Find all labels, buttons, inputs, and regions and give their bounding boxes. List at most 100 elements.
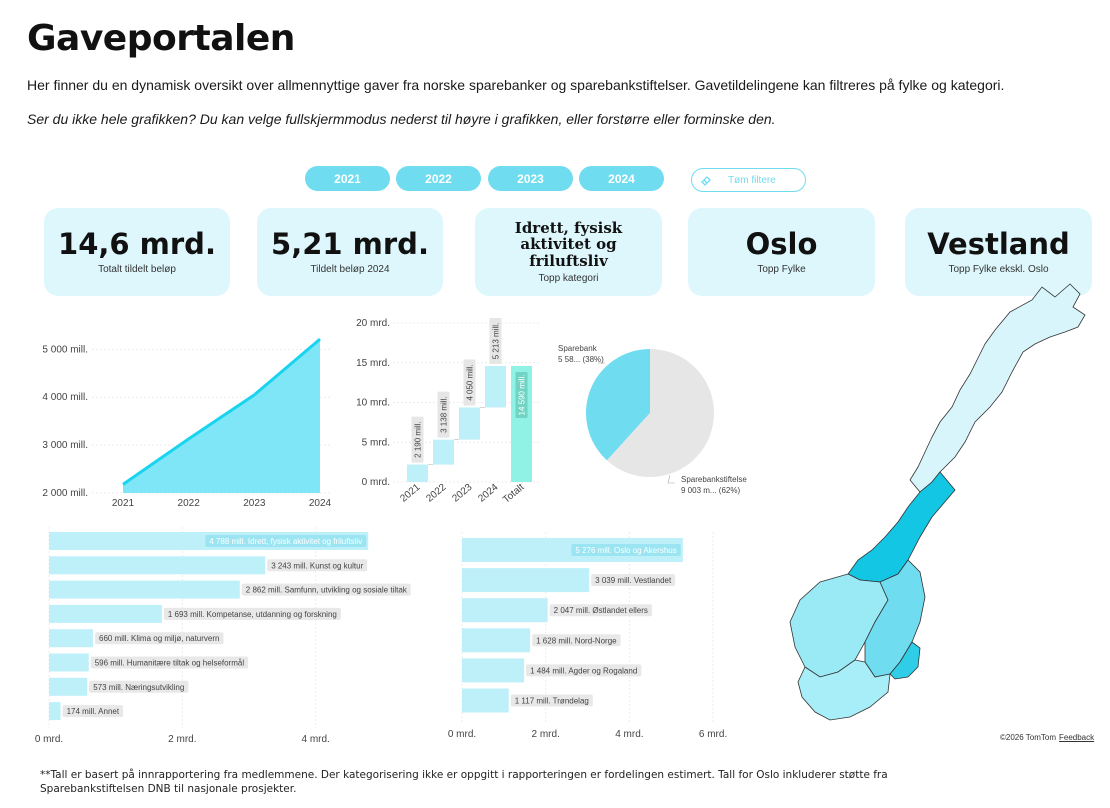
region-bar[interactable] xyxy=(462,598,548,623)
waterfall-y-tick: 10 mrd. xyxy=(356,398,390,409)
kpi-year-value: 5,21 mrd. xyxy=(271,227,429,262)
svg-text:2024: 2024 xyxy=(476,482,500,505)
svg-text:3 039 mill. Vestlandet: 3 039 mill. Vestlandet xyxy=(595,576,672,585)
category-bar-label: 660 mill. Klima og miljø, naturvern xyxy=(95,632,224,645)
svg-text:596 mill. Humanitære tiltak o: 596 mill. Humanitære tiltak og helseform… xyxy=(95,659,245,668)
area-x-tick: 2021 xyxy=(112,498,135,509)
svg-text:1 484 mill. Agder og Rogaland: 1 484 mill. Agder og Rogaland xyxy=(530,666,637,675)
map-feedback-link[interactable]: Feedback xyxy=(1059,733,1095,742)
waterfall-data-label: 14 590 mill. xyxy=(515,372,528,419)
waterfall-data-label: 2 190 mill. xyxy=(411,416,424,463)
region-x-tick: 4 mrd. xyxy=(615,729,643,740)
pie-leader xyxy=(667,474,675,484)
category-bar[interactable] xyxy=(49,580,240,599)
year-filter-2024[interactable]: 2024 xyxy=(579,166,664,191)
region-x-tick: 6 mrd. xyxy=(699,729,727,740)
svg-text:2 862 mill. Samfunn, utviklin: 2 862 mill. Samfunn, utvikling og sosial… xyxy=(246,586,408,595)
waterfall-data-label: 4 050 mill. xyxy=(463,359,476,406)
kpi-category-label: Topp kategori xyxy=(538,273,599,285)
category-bar-label: 4 788 mill. Idrett, fysisk aktivitet og … xyxy=(205,535,367,547)
map-region-oslo-akershus[interactable] xyxy=(889,641,921,680)
region-bar[interactable] xyxy=(462,688,509,713)
waterfall-bar[interactable] xyxy=(459,407,480,440)
map-region-nord-norge[interactable] xyxy=(909,283,1086,493)
svg-text:4 788 mill. Idrett, fysisk ak: 4 788 mill. Idrett, fysisk aktivitet og … xyxy=(209,537,362,546)
category-x-tick: 2 mrd. xyxy=(168,734,196,745)
kpi-total-value: 14,6 mrd. xyxy=(58,227,216,262)
svg-text:Totalt: Totalt xyxy=(501,482,527,506)
region-bar-chart[interactable]: 0 mrd. 2 mrd. 4 mrd. 6 mrd. 5 276 mill. Oslo… xyxy=(440,530,750,745)
waterfall-bar[interactable] xyxy=(407,464,428,482)
footnote: **Tall er basert på innrapportering fra … xyxy=(40,769,888,795)
svg-text:1 628 mill. Nord-Norge: 1 628 mill. Nord-Norge xyxy=(536,636,617,645)
svg-text:2 190 mill.: 2 190 mill. xyxy=(414,421,423,457)
category-bar-label: 3 243 mill. Kunst og kultur xyxy=(267,559,368,572)
category-bar[interactable] xyxy=(49,556,266,575)
region-x-tick: 0 mrd. xyxy=(448,729,476,740)
year-filter-2023[interactable]: 2023 xyxy=(488,166,573,191)
region-bar-label: 1 628 mill. Nord-Norge xyxy=(532,634,621,647)
pie-label-name: Sparebankstiftelse xyxy=(681,475,747,484)
category-bar[interactable] xyxy=(49,653,89,672)
yearly-area-chart[interactable]: 2 000 mill. 3 000 mill. 4 000 mill. 5 000 m… xyxy=(30,325,340,515)
map-region-agder-rogaland[interactable] xyxy=(797,659,891,721)
waterfall-chart[interactable]: 0 mrd. 5 mrd. 10 mrd. 15 mrd. 20 mrd. 2 190 m… xyxy=(345,312,545,512)
category-bar-label: 2 862 mill. Samfunn, utvikling og sosial… xyxy=(241,583,411,596)
year-filter-2022[interactable]: 2022 xyxy=(396,166,481,191)
map-copyright: ©2026 TomTom xyxy=(1000,733,1056,742)
svg-text:1 693 mill. Kompetanse, utdan: 1 693 mill. Kompetanse, utdanning og for… xyxy=(168,610,337,619)
category-bar[interactable] xyxy=(49,604,162,623)
waterfall-y-tick: 5 mrd. xyxy=(362,437,390,448)
area-x-tick: 2024 xyxy=(309,498,332,509)
svg-text:2023: 2023 xyxy=(450,482,474,505)
svg-text:4 050 mill.: 4 050 mill. xyxy=(466,364,475,400)
svg-text:573 mill. Næringsutvikling: 573 mill. Næringsutvikling xyxy=(93,683,184,692)
svg-text:2 047 mill. Østlandet ellers: 2 047 mill. Østlandet ellers xyxy=(554,606,648,615)
region-bar-label: 1 484 mill. Agder og Rogaland xyxy=(526,664,642,677)
svg-text:2021: 2021 xyxy=(398,482,422,505)
waterfall-x-tick: 2021 xyxy=(398,482,422,505)
svg-text:14 590 mill.: 14 590 mill. xyxy=(518,375,527,416)
source-pie-chart[interactable]: Sparebank 5 58... (38%) Sparebankstiftelse… xyxy=(545,335,775,500)
waterfall-bar[interactable] xyxy=(485,366,506,408)
pie-slice[interactable] xyxy=(606,349,714,477)
svg-text:174 mill. Annet: 174 mill. Annet xyxy=(67,707,120,716)
waterfall-x-tick: 2022 xyxy=(424,482,448,505)
kpi-category-card: Idrett, fysisk aktivitet og friluftsliv … xyxy=(475,208,662,296)
year-filter-2021[interactable]: 2021 xyxy=(305,166,390,191)
waterfall-x-tick: Totalt xyxy=(501,482,527,506)
area-line xyxy=(122,338,321,486)
waterfall-y-tick: 0 mrd. xyxy=(362,477,390,488)
waterfall-bar[interactable] xyxy=(433,439,454,465)
region-bar-label: 5 276 mill. Oslo og Akershus xyxy=(571,544,681,556)
pie-label-value: 5 58... (38%) xyxy=(558,355,604,364)
pie-label-name: Sparebank xyxy=(558,344,598,353)
svg-text:3 138 mill.: 3 138 mill. xyxy=(440,396,449,432)
region-bar-label: 2 047 mill. Østlandet ellers xyxy=(549,604,652,617)
region-bar[interactable] xyxy=(462,568,590,593)
category-x-tick: 0 mrd. xyxy=(35,734,63,745)
kpi-total-label: Totalt tildelt beløp xyxy=(98,263,176,275)
page-title: Gaveportalen xyxy=(27,18,295,59)
kpi-county-ex-oslo-label: Topp Fylke ekskl. Oslo xyxy=(948,263,1049,275)
eraser-icon xyxy=(701,176,711,186)
region-bar-label: 3 039 mill. Vestlandet xyxy=(591,574,676,587)
kpi-year-label: Tildelt beløp 2024 xyxy=(310,263,390,275)
category-bar[interactable] xyxy=(49,629,93,648)
waterfall-data-label: 3 138 mill. xyxy=(437,391,450,438)
waterfall-y-tick: 15 mrd. xyxy=(356,358,390,369)
category-bar[interactable] xyxy=(49,702,61,721)
area-fill xyxy=(123,339,320,493)
waterfall-data-label: 5 213 mill. xyxy=(489,318,502,365)
kpi-year-card: 5,21 mrd. Tildelt beløp 2024 xyxy=(257,208,443,296)
category-bar[interactable] xyxy=(49,677,88,696)
waterfall-y-tick: 20 mrd. xyxy=(356,318,390,329)
region-bar[interactable] xyxy=(462,658,525,683)
clear-filters-button[interactable]: Tøm filtere xyxy=(691,168,806,192)
pie-slice[interactable] xyxy=(586,349,650,461)
map-region-trondelag[interactable] xyxy=(847,471,956,583)
svg-text:660 mill. Klima og miljø, nat: 660 mill. Klima og miljø, naturvern xyxy=(99,634,219,643)
region-bar[interactable] xyxy=(462,628,531,653)
category-bar-chart[interactable]: 0 mrd. 2 mrd. 4 mrd. 4 788 mill. Idrett, fy… xyxy=(30,525,450,750)
norway-map[interactable] xyxy=(780,282,1095,727)
